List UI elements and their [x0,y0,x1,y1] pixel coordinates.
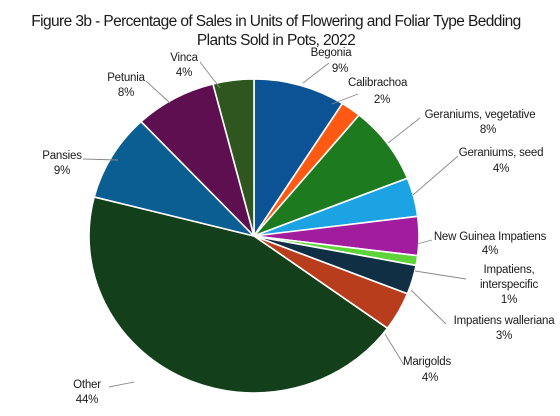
pie-slices [88,78,420,394]
leader-line [410,289,447,325]
leader-line [384,333,405,366]
leader-line [108,381,135,388]
slice-name-label: Marigolds [403,356,452,368]
slice-name-label: interspecific [480,279,539,291]
leader-line [199,61,221,89]
chart-subtitle: Plants Sold in Pots, 2022 [197,32,355,49]
slice-name-label: Other [73,379,101,391]
slice-value-label: 3% [496,330,512,342]
pie-slice-vinca [212,78,255,237]
leader-line [331,93,359,105]
pie-slice-begonia [253,78,344,237]
slice-value-label: 4% [176,67,192,79]
slice-name-label: Pansies [42,150,82,162]
slice-value-label: 9% [54,165,70,177]
slice-value-label: 8% [118,87,134,99]
leader-line [302,62,330,84]
chart-title: Figure 3b - Percentage of Sales in Units… [31,13,520,30]
slice-name-label: Vinca [170,52,198,64]
pie-slice-other [88,196,389,394]
slice-value-label: 2% [374,94,390,106]
leader-line [82,158,119,161]
slice-value-label: 9% [332,63,348,75]
slice-name-label: Calibrachoa [348,77,408,89]
slice-value-label: 8% [480,124,496,136]
leader-line [412,155,459,196]
slice-name-label: Geraniums, seed [459,147,544,159]
slice-name-label: Petunia [107,72,145,84]
slice-name-label: Impatiens, [483,264,534,276]
slice-name-label: New Guinea Impatiens [434,231,547,243]
slice-value-label: 44% [76,394,98,406]
slice-value-label: 1% [501,294,517,306]
slice-value-label: 4% [482,245,498,257]
pie-slice-pansies [93,120,255,237]
leader-line [414,270,467,280]
leader-line [416,239,433,245]
leader-line [387,117,421,144]
leader-lines [82,61,467,388]
slice-name-label: Geraniums, vegetative [425,109,536,121]
slice-value-label: 4% [493,163,509,175]
slice-name-label: Impatiens walleriana [454,315,556,327]
slice-value-label: 4% [422,372,438,384]
leader-line [145,80,171,104]
slice-name-label: Begonia [311,47,353,59]
